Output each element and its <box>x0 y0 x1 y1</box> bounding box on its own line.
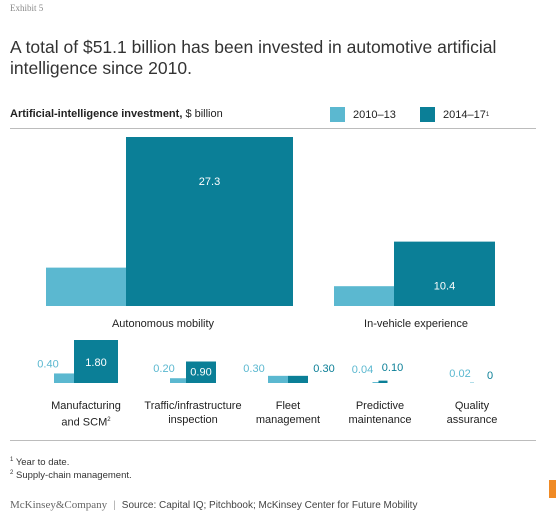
bar-label-group1-series1: 10.4 <box>434 281 455 293</box>
group-label-autonomous-mobility: Autonomous mobility <box>111 318 215 330</box>
footnote-1-marker: 1 <box>10 457 14 463</box>
small-bar-label-cat0-series0: 0.40 <box>37 358 58 370</box>
corner-accent <box>549 480 556 498</box>
footnote-2-marker: 2 <box>10 470 14 476</box>
small-bar-cat3-series0 <box>372 382 379 383</box>
top-rule <box>10 128 536 129</box>
category-traffic-line2: inspection <box>168 414 218 426</box>
small-bar-cat0-series0 <box>54 373 74 383</box>
category-traffic-inspection: Traffic/infrastructure inspection <box>138 399 248 427</box>
chart-title: Artificial-intelligence investment, $ bi… <box>10 108 223 120</box>
footer-separator: | <box>113 500 116 511</box>
source-text: Source: Capital IQ; Pitchbook; McKinsey … <box>121 500 418 511</box>
category-quality-line2: assurance <box>446 414 498 426</box>
category-fleet-line2: management <box>255 414 321 426</box>
category-predictive-maintenance: Predictive maintenance <box>325 399 435 427</box>
bar-chart: 6.2 27.3 3.2 10.4 0.40 1.80 0.20 0.90 0.30 0.30 0.… <box>37 137 495 383</box>
category-predictive-line2: maintenance <box>348 414 412 426</box>
small-bar-label-cat0-series1: 1.80 <box>85 357 106 369</box>
legend-swatch-2010-13 <box>330 107 345 122</box>
category-predictive-line1: Predictive <box>355 400 405 412</box>
small-bar-label-cat3-series0: 0.04 <box>352 364 373 376</box>
bar-group0-series1 <box>126 137 293 306</box>
headline: A total of $51.1 billion has been invest… <box>10 37 497 78</box>
category-manufacturing-scm: Manufacturing and SCM2 <box>31 399 141 430</box>
small-bar-cat1-series0 <box>170 378 186 383</box>
category-quality-assurance: Quality assurance <box>417 399 527 427</box>
category-manufacturing-sup: 2 <box>107 417 111 423</box>
footer: McKinsey&Company | Source: Capital IQ; Pit… <box>10 499 417 511</box>
legend-label-2010-13: 2010–13 <box>353 108 396 121</box>
small-bar-label-cat4-series1: 0 <box>487 370 493 382</box>
small-bar-label-cat1-series1: 0.90 <box>190 367 211 379</box>
small-bar-label-cat2-series0: 0.30 <box>243 363 264 375</box>
category-quality-line1: Quality <box>454 400 490 412</box>
small-bar-label-cat2-series1: 0.30 <box>313 363 334 375</box>
chart-title-unit: $ billion <box>185 108 223 120</box>
legend-swatch-2014-17 <box>420 107 435 122</box>
small-bar-cat2-series1 <box>288 375 308 383</box>
small-bar-label-cat3-series1: 0.10 <box>382 362 403 374</box>
category-manufacturing-line2: and SCM <box>61 416 108 429</box>
small-bar-label-cat1-series0: 0.20 <box>153 363 174 375</box>
legend-item-2010-13: 2010–13 <box>330 107 396 122</box>
bar-label-group0-series0: 6.2 <box>78 307 93 319</box>
footnote-2: 2 Supply-chain management. <box>10 470 132 481</box>
small-bar-cat3-series1 <box>378 380 388 383</box>
bottom-rule <box>10 440 536 441</box>
chart-title-bold: Artificial-intelligence investment, <box>10 108 183 120</box>
small-bar-cat0-series1 <box>74 340 118 383</box>
footnote-2-text: Supply-chain management. <box>15 470 132 482</box>
footnote-1: 1 Year to date. <box>10 457 69 468</box>
legend-item-2014-17: 2014–17 1 <box>420 107 489 122</box>
exhibit-label: Exhibit 5 <box>10 3 44 13</box>
category-fleet-line1: Fleet <box>275 400 301 412</box>
legend-label-2014-17: 2014–17 <box>443 108 486 121</box>
bar-label-group0-series1: 27.3 <box>199 176 220 188</box>
bar-group1-series0 <box>334 286 394 306</box>
footnote-1-text: Year to date. <box>15 457 70 469</box>
bar-label-group1-series0: 3.2 <box>356 325 371 337</box>
category-traffic-line1: Traffic/infrastructure <box>144 400 242 412</box>
small-bar-cat1-series1 <box>186 361 216 383</box>
small-bar-label-cat4-series0: 0.02 <box>449 368 470 380</box>
category-manufacturing-line1: Manufacturing <box>51 400 121 412</box>
legend-footnote-marker: 1 <box>485 111 490 118</box>
group-label-in-vehicle-experience: In-vehicle experience <box>364 318 468 330</box>
category-fleet-management: Fleet management <box>233 399 343 427</box>
bar-group1-series1 <box>394 241 495 306</box>
bar-group0-series0 <box>46 267 126 306</box>
brand-logo: McKinsey&Company <box>10 499 108 511</box>
small-bar-cat2-series0 <box>268 375 288 383</box>
